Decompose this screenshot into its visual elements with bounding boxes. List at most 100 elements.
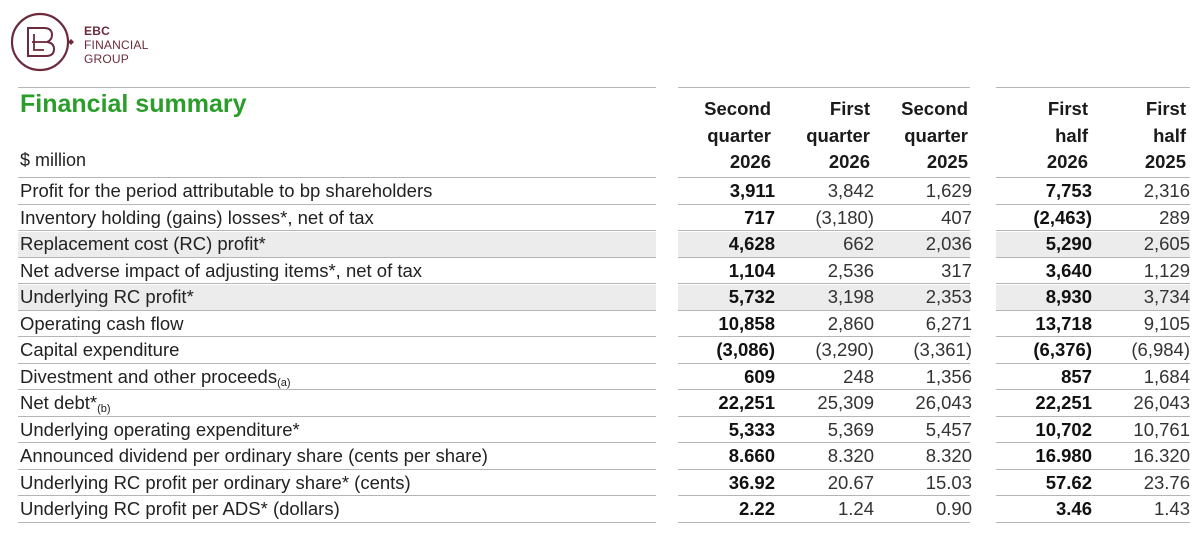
row-label-text: Net adverse impact of adjusting items*, … bbox=[20, 259, 423, 281]
table-cell: 3,911 bbox=[729, 180, 775, 201]
table-row: Profit for the period attributable to bp… bbox=[18, 178, 1190, 205]
table-cell: 10,858 bbox=[718, 312, 775, 334]
table-cell: 609 bbox=[744, 365, 775, 387]
header-rule-right bbox=[996, 87, 1190, 88]
row-label-text: Inventory holding (gains) losses*, net o… bbox=[20, 206, 374, 228]
row-label: Net adverse impact of adjusting items*, … bbox=[20, 260, 422, 282]
table-cell: (3,180) bbox=[815, 206, 874, 228]
table-cell: 8.320 bbox=[925, 445, 972, 466]
table-cell: 22,251 bbox=[1035, 392, 1092, 413]
table-cell: 2,536 bbox=[827, 259, 874, 281]
table-cell: 1,129 bbox=[1143, 259, 1190, 281]
row-label-text: Capital expenditure bbox=[20, 339, 180, 360]
row-label: Underlying RC profit per ADS* (dollars) bbox=[20, 498, 340, 520]
table-row: Replacement cost (RC) profit* 4,628 662 2,0… bbox=[18, 231, 1190, 258]
table-cell: 57.62 bbox=[1045, 471, 1092, 493]
table-cell: 857 bbox=[1061, 365, 1092, 387]
row-label: Net debt*(b) bbox=[20, 392, 111, 415]
table-cell: 2,605 bbox=[1143, 233, 1190, 254]
row-label: Underlying RC profit per ordinary share*… bbox=[20, 472, 411, 494]
table-header-rule-row bbox=[18, 177, 1190, 178]
table-cell: 7,753 bbox=[1045, 180, 1092, 201]
table-cell: (2,463) bbox=[1033, 206, 1092, 228]
table-cell: (6,376) bbox=[1033, 339, 1092, 360]
row-label: Operating cash flow bbox=[20, 313, 184, 335]
table-row: Divestment and other proceeds(a) 609 248 1,… bbox=[18, 364, 1190, 390]
financial-summary-table: Profit for the period attributable to bp… bbox=[18, 177, 1190, 523]
table-cell: 8,930 bbox=[1045, 286, 1092, 307]
table-cell: (6,984) bbox=[1131, 339, 1190, 360]
table-cell: 3.46 bbox=[1055, 498, 1092, 519]
table-cell: 717 bbox=[744, 206, 775, 228]
table-cell: 10,702 bbox=[1035, 418, 1092, 440]
table-cell: 3,640 bbox=[1045, 259, 1092, 281]
table-cell: 317 bbox=[941, 259, 972, 281]
table-cell: 23.76 bbox=[1143, 471, 1190, 493]
table-cell: 15.03 bbox=[925, 471, 972, 493]
row-label: Profit for the period attributable to bp… bbox=[20, 180, 432, 202]
table-cell: 8.660 bbox=[728, 445, 775, 466]
logo-line-2: FINANCIAL bbox=[84, 38, 149, 52]
table-cell: 10,761 bbox=[1133, 418, 1190, 440]
table-row: Inventory holding (gains) losses*, net o… bbox=[18, 205, 1190, 231]
table-row: Announced dividend per ordinary share (c… bbox=[18, 443, 1190, 470]
table-row: Underlying RC profit* 5,732 3,198 2,353 8,93… bbox=[18, 284, 1190, 311]
header-rule-left bbox=[18, 87, 656, 88]
table-cell: (3,086) bbox=[716, 339, 775, 360]
table-cell: 1.24 bbox=[837, 498, 874, 519]
table-row: Capital expenditure (3,086) (3,290) (3,361)… bbox=[18, 337, 1190, 364]
table-cell: 6,271 bbox=[925, 312, 972, 334]
row-label-text: Divestment and other proceeds bbox=[20, 365, 278, 387]
row-label-text: Profit for the period attributable to bp… bbox=[20, 180, 433, 201]
row-label: Announced dividend per ordinary share (c… bbox=[20, 445, 488, 467]
table-cell: 2.22 bbox=[738, 498, 775, 519]
table-row: Operating cash flow 10,858 2,860 6,271 13,71… bbox=[18, 311, 1190, 337]
table-cell: 8.320 bbox=[827, 445, 874, 466]
row-label-text: Net debt* bbox=[20, 392, 98, 413]
table-cell: 5,369 bbox=[827, 418, 874, 440]
row-label: Underlying operating expenditure* bbox=[20, 419, 300, 441]
row-label-text: Underlying RC profit per ADS* (dollars) bbox=[20, 498, 340, 519]
column-header-q2-2026: Second quarter 2026 bbox=[704, 98, 771, 172]
table-cell: 1,356 bbox=[925, 365, 972, 387]
table-cell: 4,628 bbox=[728, 233, 775, 254]
header-rule-mid bbox=[678, 87, 970, 88]
row-footnote-marker: (b) bbox=[97, 403, 111, 415]
table-cell: 9,105 bbox=[1143, 312, 1190, 334]
table-cell: 5,732 bbox=[728, 286, 775, 307]
ebc-logo-icon bbox=[10, 12, 74, 72]
table-cell: 0.90 bbox=[935, 498, 972, 519]
row-label: Divestment and other proceeds(a) bbox=[20, 366, 291, 389]
row-label-text: Announced dividend per ordinary share (c… bbox=[20, 445, 488, 466]
table-cell: 1,684 bbox=[1143, 365, 1190, 387]
table-cell: 20.67 bbox=[827, 471, 874, 493]
column-header-h1-2025: First half 2025 bbox=[1144, 98, 1186, 172]
logo-line-1: EBC bbox=[84, 24, 110, 38]
table-cell: 2,316 bbox=[1143, 180, 1190, 201]
row-label: Replacement cost (RC) profit* bbox=[20, 233, 266, 255]
column-header-h1-2026: First half 2026 bbox=[1046, 98, 1088, 172]
table-row: Underlying RC profit per ADS* (dollars) 2… bbox=[18, 496, 1190, 523]
table-row: Net debt*(b) 22,251 25,309 26,043 22,251 26,0… bbox=[18, 390, 1190, 417]
company-logo: EBC FINANCIAL GROUP bbox=[10, 10, 170, 74]
table-cell: 2,353 bbox=[925, 286, 972, 307]
table-cell: 407 bbox=[941, 206, 972, 228]
table-cell: 289 bbox=[1159, 206, 1190, 228]
row-label-text: Replacement cost (RC) profit* bbox=[20, 233, 266, 254]
logo-line-3: GROUP bbox=[84, 52, 130, 66]
row-label: Inventory holding (gains) losses*, net o… bbox=[20, 207, 374, 229]
row-label-text: Underlying RC profit per ordinary share*… bbox=[20, 471, 411, 493]
table-cell: 13,718 bbox=[1035, 312, 1092, 334]
row-label-text: Underlying operating expenditure* bbox=[20, 418, 300, 440]
table-cell: 5,290 bbox=[1045, 233, 1092, 254]
row-label-text: Operating cash flow bbox=[20, 312, 184, 334]
table-cell: 248 bbox=[843, 365, 874, 387]
table-cell: 1.43 bbox=[1153, 498, 1190, 519]
table-cell: 1,104 bbox=[728, 259, 775, 281]
page-title: Financial summary bbox=[20, 90, 247, 118]
table-cell: 2,036 bbox=[925, 233, 972, 254]
table-cell: 662 bbox=[843, 233, 874, 254]
table-cell: 3,198 bbox=[827, 286, 874, 307]
table-cell: 5,333 bbox=[728, 418, 775, 440]
table-cell: 5,457 bbox=[925, 418, 972, 440]
